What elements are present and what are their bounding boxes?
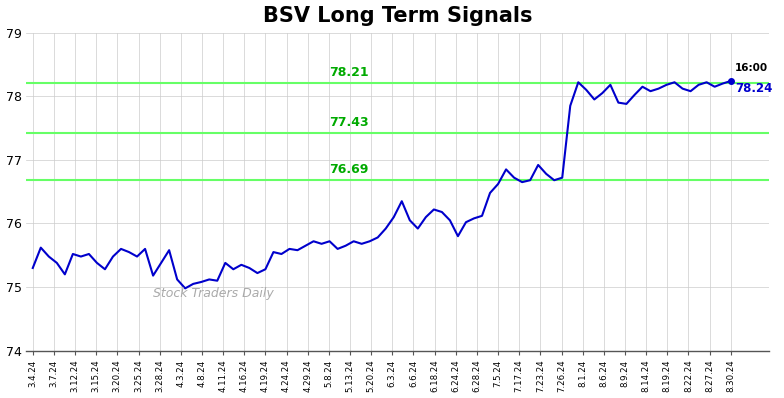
- Title: BSV Long Term Signals: BSV Long Term Signals: [263, 6, 532, 25]
- Text: 78.21: 78.21: [328, 66, 368, 79]
- Text: 16:00: 16:00: [735, 63, 768, 73]
- Text: 77.43: 77.43: [328, 116, 368, 129]
- Text: Stock Traders Daily: Stock Traders Daily: [153, 287, 274, 300]
- Text: 76.69: 76.69: [328, 163, 368, 176]
- Text: 78.24: 78.24: [735, 82, 772, 95]
